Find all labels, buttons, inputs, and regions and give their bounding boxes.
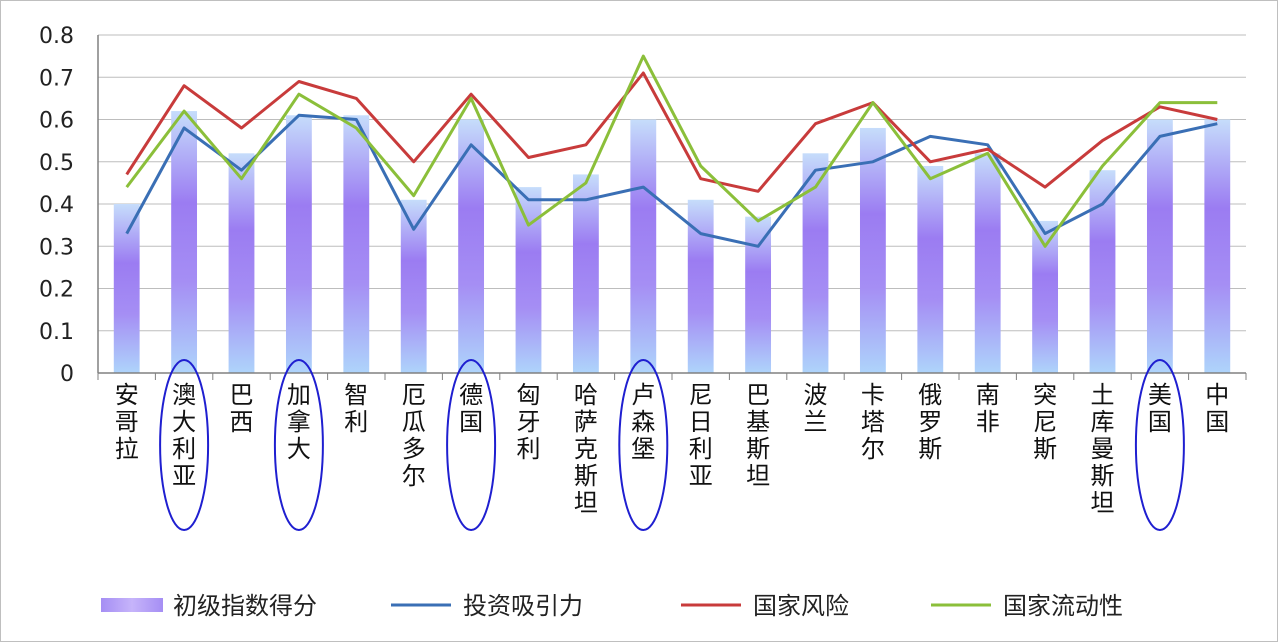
- category-label: 加拿大: [287, 381, 311, 463]
- bar: [917, 165, 944, 373]
- bar: [1204, 119, 1231, 373]
- category-labels: 安哥拉 澳大利亚 巴西 加拿大 智利 厄瓜多尔 德国 匈牙利 哈萨克斯坦 卢森堡 尼日利亚 巴基斯坦 波…: [115, 381, 1230, 517]
- y-tick-label: 0.6: [39, 109, 74, 134]
- bar: [687, 199, 714, 373]
- category-label: 厄瓜多尔: [402, 381, 426, 490]
- highlight-ellipse: [159, 359, 210, 531]
- category-label: 德国: [459, 381, 483, 436]
- bar: [458, 119, 485, 373]
- category-label: 卡塔尔: [861, 381, 885, 463]
- category-label: 巴西: [230, 381, 254, 436]
- line-layer: [125, 54, 1218, 248]
- category-label: 俄罗斯: [918, 381, 942, 463]
- y-tick-label: 0.5: [39, 151, 74, 176]
- bar: [974, 153, 1001, 373]
- y-tick-label: 0.7: [39, 66, 74, 91]
- axis-layer: 0 0.1 0.2 0.3 0.4 0.5 0.6 0.7 0.8: [39, 24, 1247, 387]
- highlight-ellipse: [446, 359, 497, 531]
- bar: [515, 187, 542, 373]
- category-label: 尼日利亚: [689, 381, 713, 490]
- highlight-ellipse: [1134, 359, 1185, 531]
- bar: [630, 119, 657, 373]
- category-label: 波兰: [804, 381, 828, 436]
- y-tick-label: 0.8: [39, 24, 74, 49]
- category-label: 南非: [976, 381, 1000, 436]
- legend-label: 国家流动性: [1003, 592, 1123, 620]
- category-label: 智利: [344, 381, 368, 436]
- bar: [285, 115, 312, 374]
- bar: [171, 111, 198, 374]
- highlight-ellipse: [618, 359, 669, 531]
- category-label: 哈萨克斯坦: [574, 381, 598, 517]
- bar: [745, 216, 772, 373]
- highlight-ellipse: [273, 359, 324, 531]
- legend-swatch: [101, 598, 163, 612]
- bar: [859, 127, 886, 373]
- category-label: 匈牙利: [517, 381, 541, 463]
- series-line: [125, 71, 1218, 193]
- bar-layer: [113, 111, 1231, 374]
- y-tick-label: 0.3: [39, 235, 74, 260]
- legend-label: 国家风险: [753, 592, 849, 620]
- bar: [802, 153, 829, 373]
- y-tick-label: 0: [60, 362, 74, 387]
- bar: [400, 199, 427, 373]
- legend-label: 初级指数得分: [173, 592, 317, 620]
- series-line: [125, 113, 1218, 248]
- category-label: 巴基斯坦: [746, 381, 770, 490]
- category-label: 安哥拉: [115, 381, 139, 463]
- category-label: 突尼斯: [1033, 381, 1057, 463]
- category-label: 澳大利亚: [172, 381, 196, 490]
- category-label: 美国: [1148, 381, 1172, 436]
- y-tick-label: 0.2: [39, 278, 74, 303]
- bar: [228, 153, 255, 373]
- legend-label: 投资吸引力: [463, 592, 583, 620]
- category-label: 土库曼斯坦: [1091, 381, 1115, 517]
- y-tick-label: 0.4: [39, 193, 74, 218]
- bar: [343, 115, 370, 374]
- category-label: 中国: [1205, 381, 1229, 436]
- legend: 初级指数得分 投资吸引力 国家风险 国家流动性: [101, 592, 1123, 620]
- bar: [1146, 119, 1173, 373]
- category-label: 卢森堡: [631, 381, 655, 463]
- bar: [113, 204, 140, 373]
- bar: [1089, 170, 1116, 373]
- bar: [572, 174, 599, 373]
- y-tick-label: 0.1: [39, 320, 74, 345]
- series-line: [125, 54, 1218, 248]
- highlight-ellipses: [159, 359, 1185, 531]
